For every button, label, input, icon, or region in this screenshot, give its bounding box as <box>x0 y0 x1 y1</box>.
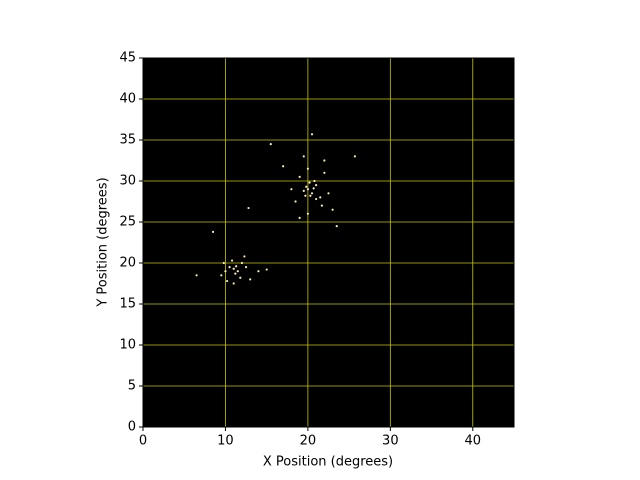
point <box>327 192 330 195</box>
point <box>335 225 338 228</box>
point <box>239 276 242 279</box>
y-tick-label: 15 <box>119 297 136 312</box>
point <box>313 179 316 183</box>
y-tick-label: 30 <box>119 174 136 189</box>
point <box>195 274 198 277</box>
point <box>224 270 227 273</box>
point <box>306 212 309 215</box>
point <box>353 155 356 158</box>
point <box>302 189 305 192</box>
x-tick-label: 20 <box>300 434 317 449</box>
point <box>315 184 318 187</box>
point <box>304 194 307 197</box>
point <box>240 261 244 265</box>
point <box>228 266 231 269</box>
point <box>306 188 309 191</box>
point <box>315 197 318 201</box>
point <box>294 200 297 203</box>
point <box>319 196 322 199</box>
point <box>323 171 326 174</box>
point <box>282 165 285 168</box>
point <box>230 259 234 262</box>
y-axis-label: Y Position (degrees) <box>96 177 111 307</box>
y-tick-label: 0 <box>128 420 136 435</box>
point <box>312 187 315 190</box>
point <box>298 216 301 219</box>
y-tick-label: 35 <box>119 133 136 148</box>
y-tick-label: 25 <box>119 215 136 230</box>
y-tick-label: 45 <box>119 51 136 66</box>
point <box>310 133 314 136</box>
point <box>249 278 252 281</box>
point <box>305 185 308 188</box>
point <box>331 208 334 211</box>
x-tick-label: 0 <box>139 434 147 449</box>
y-tick-label: 20 <box>119 256 136 271</box>
point <box>320 204 324 207</box>
point <box>211 230 215 233</box>
point <box>306 167 309 170</box>
point <box>265 268 268 271</box>
point <box>222 261 225 265</box>
point <box>257 270 260 273</box>
point <box>269 143 272 146</box>
point <box>290 188 293 191</box>
y-tick-label: 5 <box>128 379 136 394</box>
point <box>309 194 312 197</box>
point <box>308 181 311 184</box>
point <box>244 266 248 269</box>
point <box>236 270 239 273</box>
point <box>302 155 305 158</box>
plot-area <box>143 58 514 427</box>
point <box>310 192 314 195</box>
point <box>225 279 229 283</box>
x-tick-label: 40 <box>465 434 482 449</box>
point <box>243 255 246 258</box>
y-tick-label: 10 <box>119 338 136 353</box>
x-axis-label: X Position (degrees) <box>263 455 393 470</box>
point <box>220 274 223 277</box>
point <box>323 159 326 162</box>
x-tick-label: 30 <box>382 434 399 449</box>
point <box>247 206 250 210</box>
point <box>298 175 301 178</box>
x-tick-label: 10 <box>217 434 234 449</box>
point <box>232 282 235 285</box>
point <box>235 265 238 268</box>
point <box>234 272 237 275</box>
axes-frame <box>142 57 515 428</box>
y-tick-label: 40 <box>119 92 136 107</box>
point <box>232 267 235 270</box>
